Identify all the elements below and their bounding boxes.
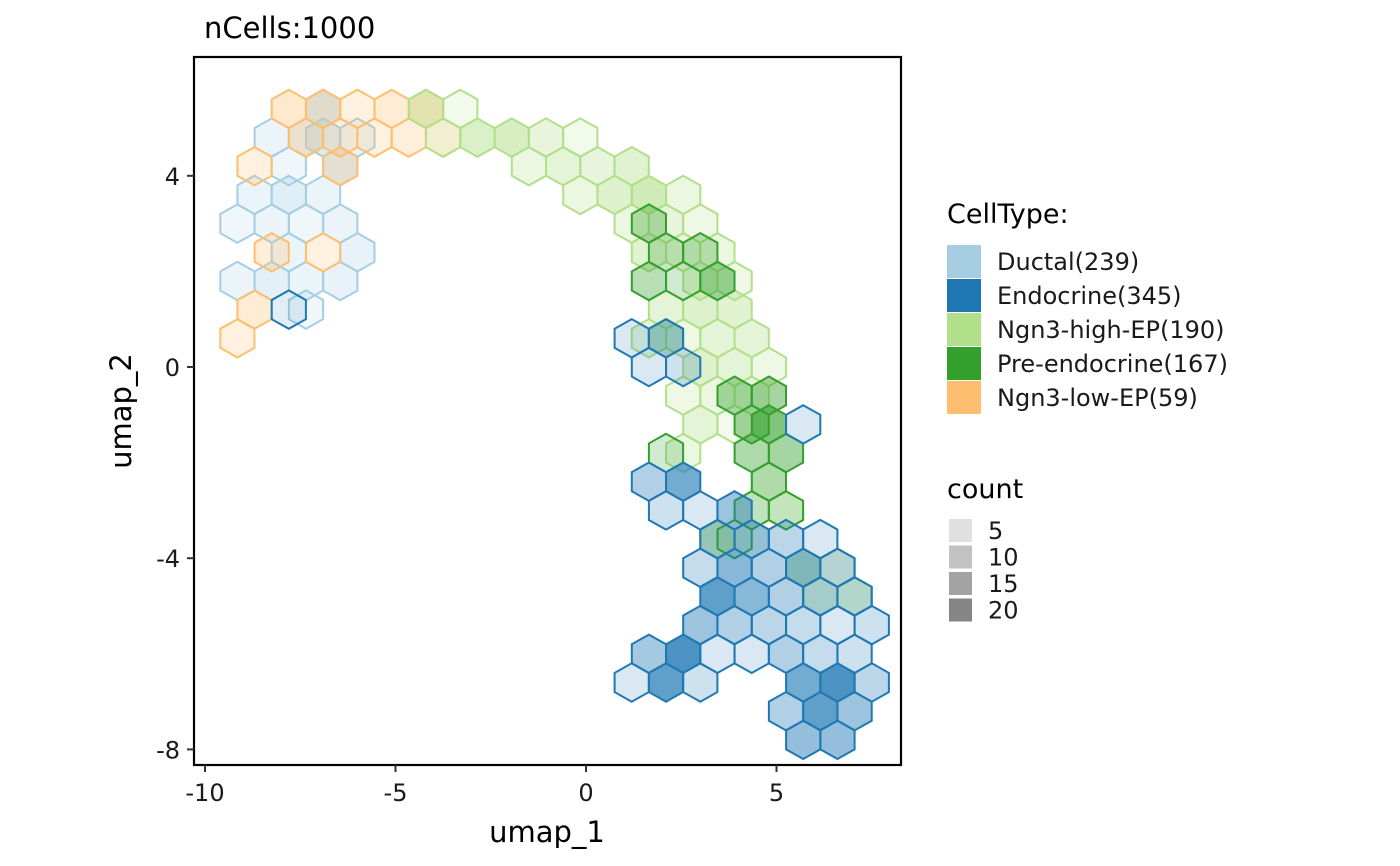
count-legend-swatch [949, 598, 972, 622]
y-axis-title: umap_2 [104, 353, 138, 469]
hex-bin [767, 490, 805, 531]
celltype-legend: CellType: Ductal(239) Endocrine(345) Ngn3-… [947, 199, 1228, 414]
hex-bin [562, 174, 599, 216]
legend-label: Ngn3-low-EP(59) [997, 384, 1198, 412]
hex-layer [219, 88, 890, 761]
hex-bin [459, 117, 496, 158]
legend-label: Pre-endocrine(167) [997, 350, 1228, 378]
count-legend-swatch [949, 572, 972, 595]
count-legend-swatch [949, 545, 972, 569]
hex-bin [322, 145, 359, 187]
legend-label: Endocrine(345) [997, 282, 1182, 310]
legend-swatch [947, 313, 981, 346]
x-axis-title: umap_1 [489, 815, 605, 849]
hex-bin [785, 404, 822, 445]
hex-bin [219, 203, 256, 244]
hex-bin [682, 662, 719, 703]
hex-bin [270, 289, 307, 330]
count-legend-label: 5 [988, 517, 1003, 545]
plot-title: nCells:1000 [204, 11, 375, 45]
hex-bin [665, 346, 702, 388]
legend-label: Ngn3-high-EP(190) [997, 316, 1224, 344]
hex-bin [647, 490, 685, 531]
hex-bin [613, 662, 650, 703]
celltype-legend-title: CellType: [947, 199, 1069, 230]
x-tick-label: 5 [769, 779, 784, 807]
y-tick-label: 4 [165, 163, 180, 191]
y-tick-label: 0 [165, 354, 180, 382]
plot-background [194, 57, 901, 765]
hex-bin [647, 662, 685, 703]
count-legend-title: count [947, 474, 1023, 505]
count-legend-label: 20 [988, 597, 1019, 625]
count-legend-label: 10 [988, 544, 1019, 572]
hex-bin [356, 117, 393, 158]
hex-bin [219, 317, 256, 359]
hex-bin [236, 145, 273, 187]
hex-bin [699, 260, 736, 302]
hex-bin [253, 231, 290, 273]
x-tick-label: -10 [185, 779, 224, 807]
y-tick-label: -4 [156, 545, 180, 573]
x-tick-label: -5 [384, 779, 408, 807]
count-legend-label: 15 [988, 570, 1019, 598]
legend-swatch [947, 245, 981, 278]
hex-bin [630, 260, 667, 302]
y-axis: -8 -4 0 4 [156, 163, 194, 764]
hex-bin [785, 719, 822, 761]
legend-swatch [947, 279, 981, 312]
y-tick-label: -8 [156, 736, 180, 764]
count-legend-swatch [949, 519, 972, 542]
hex-bin [287, 117, 325, 158]
hex-bin [819, 719, 856, 761]
hex-bin [665, 260, 702, 302]
hex-bin [510, 145, 547, 187]
hex-bin [425, 117, 462, 158]
x-axis: -10 -5 0 5 [185, 765, 784, 807]
plot-panel-border [192, 55, 903, 767]
legend-label: Ductal(239) [997, 248, 1139, 276]
hex-bin [305, 231, 342, 273]
legend-swatch [947, 347, 981, 380]
hex-bin [630, 346, 667, 388]
hex-bin [733, 633, 770, 675]
x-tick-label: 0 [578, 779, 593, 807]
legend-swatch [947, 381, 981, 414]
